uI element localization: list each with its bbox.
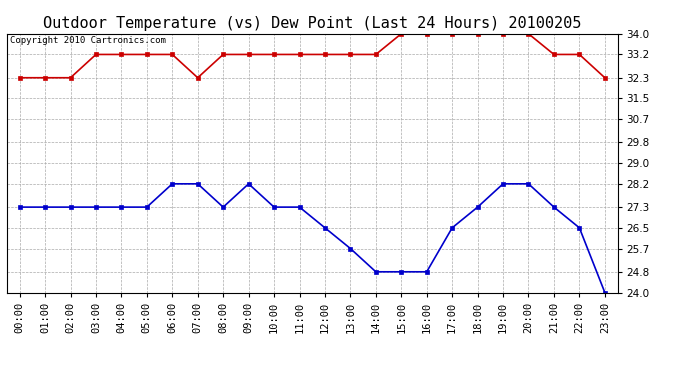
Title: Outdoor Temperature (vs) Dew Point (Last 24 Hours) 20100205: Outdoor Temperature (vs) Dew Point (Last…	[43, 16, 582, 31]
Text: Copyright 2010 Cartronics.com: Copyright 2010 Cartronics.com	[10, 36, 166, 45]
